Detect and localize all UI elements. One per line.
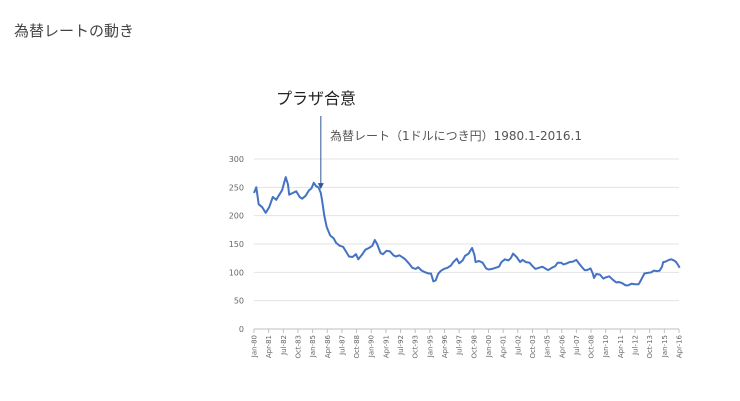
x-tick-label: Oct-98 xyxy=(470,335,478,359)
chart-title: 為替レート（1ドルにつき円）1980.1-2016.1 xyxy=(330,129,582,143)
y-tick-label: 250 xyxy=(229,183,244,192)
y-tick-label: 50 xyxy=(234,297,244,306)
x-tick-label: Apr-96 xyxy=(441,334,449,358)
page-heading: 為替レートの動き xyxy=(14,22,135,40)
x-tick-label: Apr-86 xyxy=(324,334,332,358)
chart-gridlines xyxy=(254,158,679,330)
x-tick-label: Apr-11 xyxy=(617,335,625,358)
x-tick-label: Oct-88 xyxy=(353,335,361,359)
x-tick-label: Jul-12 xyxy=(632,335,640,356)
x-tick-label: Oct-08 xyxy=(588,335,596,359)
x-axis-ticks: Jan-80 Apr-81 Jul-82 Oct-83 Jan-85 Apr-86 Jul-… xyxy=(251,329,684,359)
x-tick-label: Jan-00 xyxy=(485,335,493,358)
y-tick-label: 150 xyxy=(229,240,244,249)
x-tick-label: Jul-92 xyxy=(397,335,405,356)
x-tick-label: Oct-03 xyxy=(529,335,537,359)
x-tick-label: Apr-81 xyxy=(265,335,273,358)
x-tick-label: Jul-07 xyxy=(573,335,581,356)
x-tick-label: Apr-01 xyxy=(500,335,508,358)
plaza-accord-arrow xyxy=(317,116,324,190)
x-tick-label: Jan-15 xyxy=(661,335,669,358)
series-line xyxy=(253,176,681,287)
x-tick-label: Jul-02 xyxy=(514,335,522,356)
x-tick-label: Oct-93 xyxy=(412,335,420,359)
x-tick-label: Jan-85 xyxy=(309,335,317,358)
x-tick-label: Jan-90 xyxy=(368,335,376,358)
x-tick-label: Jul-87 xyxy=(338,335,346,356)
x-tick-label: Jan-10 xyxy=(602,335,610,358)
y-axis-ticks: 0 50 100 150 200 250 300 xyxy=(229,155,244,334)
y-tick-label: 0 xyxy=(239,325,244,334)
x-tick-label: Apr-06 xyxy=(558,334,566,358)
x-tick-label: Jul-97 xyxy=(456,335,464,356)
x-tick-label: Oct-83 xyxy=(294,335,302,359)
x-tick-label: Oct-13 xyxy=(646,335,654,359)
x-tick-label: Jan-05 xyxy=(544,335,552,358)
annotation-arrow-head xyxy=(317,183,324,190)
x-tick-label: Jan-95 xyxy=(426,335,434,358)
x-tick-label: Jul-82 xyxy=(280,335,288,356)
x-tick-label: Jan-80 xyxy=(251,335,259,358)
y-tick-label: 300 xyxy=(229,155,244,164)
x-tick-label: Apr-16 xyxy=(676,334,684,358)
y-tick-label: 200 xyxy=(229,212,244,221)
x-tick-label: Apr-91 xyxy=(382,335,390,358)
y-tick-label: 100 xyxy=(229,268,244,277)
plaza-accord-label: プラザ合意 xyxy=(276,89,357,108)
